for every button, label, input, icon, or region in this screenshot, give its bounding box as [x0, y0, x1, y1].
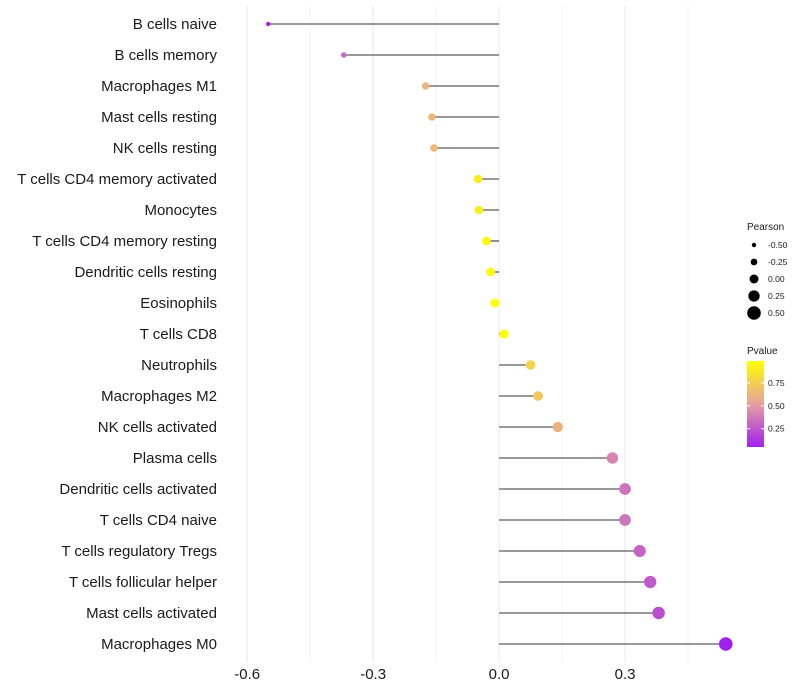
- category-label: Macrophages M1: [101, 78, 217, 95]
- x-tick-label: -0.6: [234, 666, 260, 683]
- lollipop-point: [525, 360, 536, 370]
- category-label: Mast cells activated: [86, 605, 217, 622]
- x-tick-label: 0.3: [615, 666, 636, 683]
- lollipop-point: [644, 575, 657, 589]
- color-legend-title: Pvalue: [747, 346, 778, 357]
- size-legend-key: [751, 242, 757, 248]
- lollipop-point: [473, 174, 483, 184]
- lollipop-point: [533, 391, 544, 401]
- category-label: B cells naive: [133, 16, 217, 33]
- category-label: Neutrophils: [141, 357, 217, 374]
- lollipop-point: [633, 544, 646, 558]
- category-label: Dendritic cells activated: [59, 481, 217, 498]
- color-legend-label: 0.50: [768, 401, 785, 411]
- lollipop-point: [619, 514, 631, 526]
- size-legend-key: [749, 274, 759, 284]
- category-label: T cells follicular helper: [69, 574, 217, 591]
- lollipop-point: [619, 483, 631, 495]
- lollipop-point: [428, 113, 436, 121]
- size-legend-title: Pearson: [747, 222, 784, 233]
- x-tick-label: -0.3: [360, 666, 386, 683]
- category-label: Monocytes: [144, 202, 217, 219]
- size-legend-key: [747, 306, 761, 320]
- category-label: Dendritic cells resting: [74, 264, 217, 281]
- size-legend-key: [750, 258, 758, 266]
- lollipop-point: [606, 452, 619, 464]
- category-label: Macrophages M2: [101, 388, 217, 405]
- category-label: T cells CD4 memory activated: [17, 171, 217, 188]
- x-tick-label: 0.0: [489, 666, 510, 683]
- lollipop-point: [340, 52, 347, 58]
- size-legend-label: 0.25: [768, 291, 785, 301]
- lollipop-point: [652, 606, 665, 620]
- color-legend-label: 0.25: [768, 424, 785, 434]
- category-label: T cells CD8: [140, 326, 217, 343]
- color-legend-bar: [747, 361, 764, 447]
- lollipop-point: [490, 298, 500, 308]
- size-legend-label: -0.25: [768, 257, 788, 267]
- category-label: NK cells resting: [113, 140, 217, 157]
- lollipop-point: [474, 205, 484, 215]
- lollipop-point: [430, 144, 438, 152]
- lollipop-point: [421, 82, 430, 90]
- size-legend-label: -0.50: [768, 240, 788, 250]
- color-legend-label: 0.75: [768, 378, 785, 388]
- size-legend-label: 0.50: [768, 308, 785, 318]
- lollipop-point: [719, 637, 733, 651]
- category-label: T cells regulatory Tregs: [61, 543, 217, 560]
- lollipop-point: [552, 421, 564, 433]
- category-label: B cells memory: [114, 47, 217, 64]
- lollipop-point: [265, 21, 271, 27]
- category-label: Eosinophils: [140, 295, 217, 312]
- lollipop-point: [486, 267, 496, 277]
- category-label: Plasma cells: [133, 450, 217, 467]
- size-legend-key: [748, 290, 760, 302]
- category-label: Mast cells resting: [101, 109, 217, 126]
- lollipop-point: [482, 236, 491, 246]
- category-label: Macrophages M0: [101, 636, 217, 653]
- size-legend-label: 0.00: [768, 274, 785, 284]
- category-label: NK cells activated: [98, 419, 217, 436]
- category-label: T cells CD4 memory resting: [32, 233, 217, 250]
- lollipop-point: [499, 329, 509, 339]
- category-label: T cells CD4 naive: [100, 512, 217, 529]
